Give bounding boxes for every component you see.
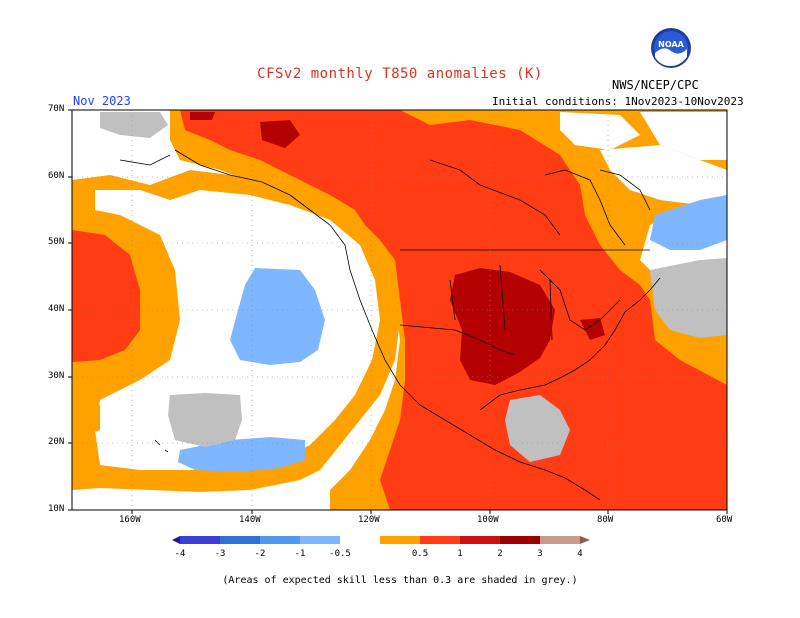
grey-alaska [100, 112, 168, 138]
legend-swatch [180, 536, 220, 544]
lat-label-50n: 50N [48, 237, 65, 247]
agency-label: NWS/NCEP/CPC [612, 78, 699, 92]
lon-label-60w: 60W [716, 515, 733, 525]
map-title: CFSv2 monthly T850 anomalies (K) [257, 66, 543, 82]
lat-label-70n: 70N [48, 104, 65, 114]
color-legend: -4 -3 -2 -1 -0.5 0.5 1 2 3 4 [172, 536, 590, 559]
legend-label: -4 [175, 549, 186, 559]
grey-hawaii [168, 393, 242, 447]
legend-label: -3 [215, 549, 226, 559]
blue-cold-anomaly [230, 268, 325, 365]
legend-label: 0.5 [412, 549, 428, 559]
legend-swatch [380, 536, 420, 544]
legend-swatch [220, 536, 260, 544]
lat-label-60n: 60N [48, 171, 65, 181]
lon-label-100w: 100W [477, 515, 499, 525]
graticule [72, 110, 727, 510]
lon-label-80w: 80W [597, 515, 614, 525]
logo-text: NOAA [658, 40, 684, 49]
legend-arrow-right [580, 536, 590, 544]
legend-label: -0.5 [329, 549, 351, 559]
legend-label: -1 [295, 549, 306, 559]
legend-label: -2 [255, 549, 266, 559]
legend-label: 1 [457, 549, 462, 559]
white-canadian-arctic [560, 112, 640, 150]
legend-label: 3 [537, 549, 542, 559]
legend-swatch [460, 536, 500, 544]
blue-labrador [650, 195, 727, 250]
legend-swatch [300, 536, 340, 544]
coastlines [119, 149, 661, 501]
legend-label: 4 [577, 549, 582, 559]
lat-label-30n: 30N [48, 371, 65, 381]
lat-label-10n: 10N [48, 504, 65, 514]
dark-red-central-us [450, 268, 555, 385]
dark-red-arctic [190, 112, 215, 120]
red-west-pacific [72, 230, 140, 362]
legend-swatch [500, 536, 540, 544]
month-label: Nov 2023 [73, 94, 131, 108]
noaa-logo: NOAA [650, 27, 692, 69]
lat-label-40n: 40N [48, 304, 65, 314]
white-greenland [640, 112, 727, 160]
legend-swatch [260, 536, 300, 544]
legend-swatch [420, 536, 460, 544]
legend-swatch [340, 536, 380, 544]
grey-gulf [505, 395, 570, 462]
skill-footnote: (Areas of expected skill less than 0.3 a… [222, 575, 578, 586]
legend-swatch [540, 536, 580, 544]
tick-marks [68, 109, 728, 514]
lon-label-160w: 160W [119, 515, 141, 525]
dark-red-alaska [260, 120, 300, 148]
legend-label: 2 [497, 549, 502, 559]
legend-arrow-left [172, 536, 180, 544]
dark-red-southeast [580, 318, 605, 340]
lon-label-140w: 140W [239, 515, 261, 525]
white-labrador [600, 145, 727, 215]
lon-label-120w: 120W [358, 515, 380, 525]
orange-strip-sw [72, 400, 100, 440]
grey-north-atlantic [650, 258, 727, 338]
initial-conditions-label: Initial conditions: 1Nov2023-10Nov2023 [492, 95, 744, 108]
lat-label-20n: 20N [48, 437, 65, 447]
